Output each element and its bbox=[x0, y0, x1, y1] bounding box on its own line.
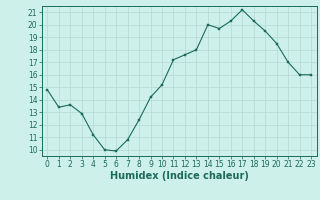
X-axis label: Humidex (Indice chaleur): Humidex (Indice chaleur) bbox=[110, 171, 249, 181]
